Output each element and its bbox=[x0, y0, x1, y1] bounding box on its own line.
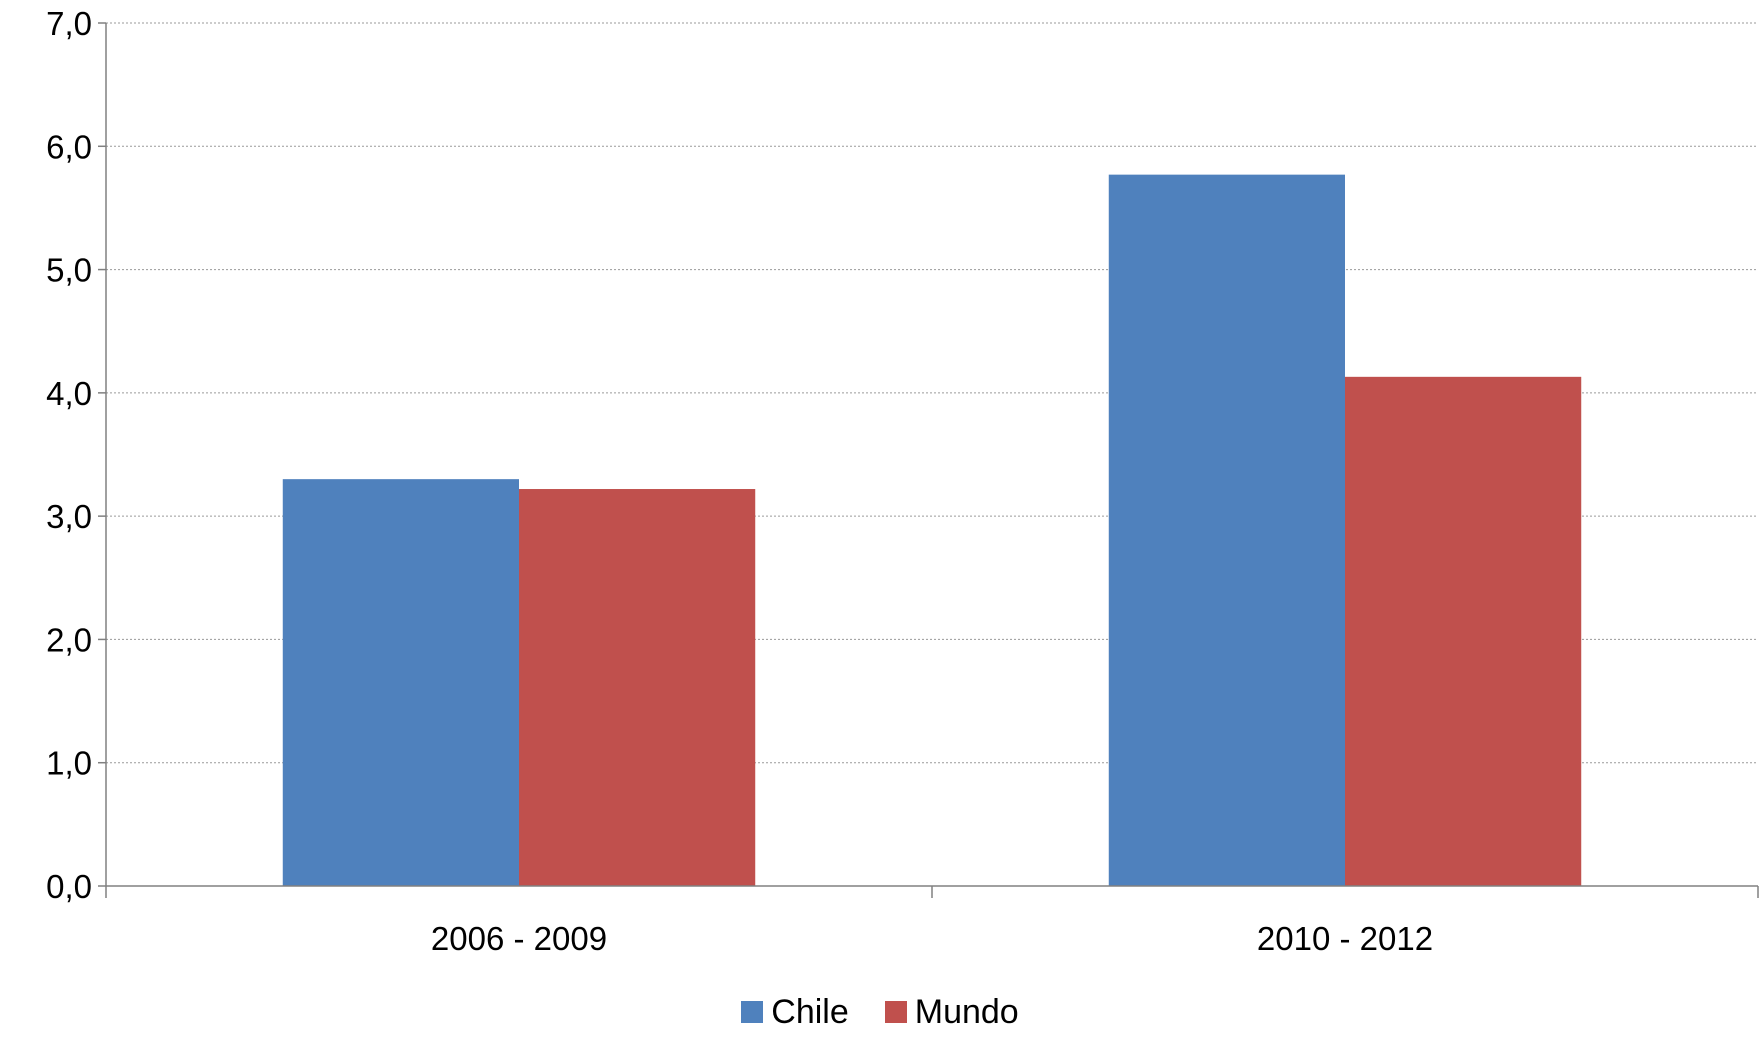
bars bbox=[282, 174, 1582, 887]
y-tick-label: 4,0 bbox=[46, 375, 92, 412]
legend-swatch bbox=[884, 1001, 907, 1023]
bar-chile-1 bbox=[282, 479, 519, 886]
tick-labels: 0,0 1,0 2,0 3,0 4,0 5,0 6,0 7,0 2006 - 2009 2010 … bbox=[46, 5, 1433, 957]
x-tick-label: 2010 - 2012 bbox=[1257, 920, 1433, 957]
axes bbox=[98, 22, 1759, 898]
bar-mundo-2 bbox=[1345, 376, 1582, 886]
legend-label: Chile bbox=[771, 992, 849, 1031]
legend: Chile Mundo bbox=[0, 990, 1760, 1034]
x-tick-label: 2006 - 2009 bbox=[431, 920, 607, 957]
y-tick-label: 0,0 bbox=[46, 868, 92, 905]
y-tick-label: 3,0 bbox=[46, 498, 92, 535]
y-tick-label: 6,0 bbox=[46, 128, 92, 165]
y-tick-label: 2,0 bbox=[46, 621, 92, 658]
y-tick-label: 1,0 bbox=[46, 745, 92, 782]
y-tick-label: 7,0 bbox=[46, 5, 92, 42]
legend-label: Mundo bbox=[914, 992, 1019, 1031]
bar-chile-2 bbox=[1108, 174, 1345, 887]
legend-swatch bbox=[741, 1001, 764, 1023]
legend-item-chile: Chile bbox=[741, 992, 849, 1032]
legend-item-mundo: Mundo bbox=[884, 992, 1019, 1032]
y-tick-label: 5,0 bbox=[46, 252, 92, 289]
bar-mundo-1 bbox=[519, 489, 756, 886]
